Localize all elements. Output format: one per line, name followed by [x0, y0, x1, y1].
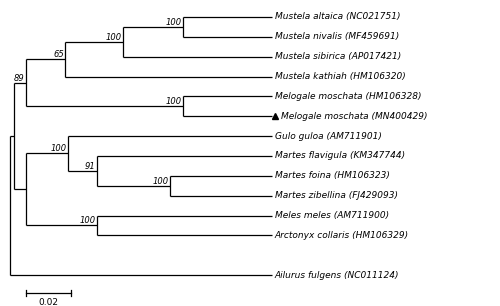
Text: 100: 100	[106, 33, 122, 42]
Text: Mustela altaica (NC021751): Mustela altaica (NC021751)	[275, 13, 400, 21]
Text: 65: 65	[53, 50, 64, 59]
Text: 100: 100	[166, 18, 182, 27]
Text: Martes flavigula (KM347744): Martes flavigula (KM347744)	[275, 151, 405, 160]
Text: 91: 91	[84, 162, 96, 171]
Text: 100: 100	[80, 216, 96, 226]
Text: 0.02: 0.02	[38, 298, 58, 306]
Text: 100: 100	[166, 97, 182, 106]
Text: Melogale moschata (HM106328): Melogale moschata (HM106328)	[275, 92, 422, 101]
Text: Martes zibellina (FJ429093): Martes zibellina (FJ429093)	[275, 191, 398, 200]
Text: Meles meles (AM711900): Meles meles (AM711900)	[275, 211, 389, 220]
Text: Martes foina (HM106323): Martes foina (HM106323)	[275, 171, 390, 180]
Text: 89: 89	[14, 74, 24, 83]
Text: 100: 100	[152, 177, 169, 186]
Text: Mustela nivalis (MF459691): Mustela nivalis (MF459691)	[275, 32, 399, 41]
Text: 100: 100	[50, 144, 66, 154]
Text: Mustela kathiah (HM106320): Mustela kathiah (HM106320)	[275, 72, 406, 81]
Text: Mustela sibirica (AP017421): Mustela sibirica (AP017421)	[275, 52, 401, 61]
Text: Arctonyx collaris (HM106329): Arctonyx collaris (HM106329)	[275, 231, 409, 240]
Text: Ailurus fulgens (NC011124): Ailurus fulgens (NC011124)	[275, 271, 400, 280]
Text: Gulo guloa (AM711901): Gulo guloa (AM711901)	[275, 132, 382, 141]
Text: Melogale moschata (MN400429): Melogale moschata (MN400429)	[282, 112, 428, 121]
